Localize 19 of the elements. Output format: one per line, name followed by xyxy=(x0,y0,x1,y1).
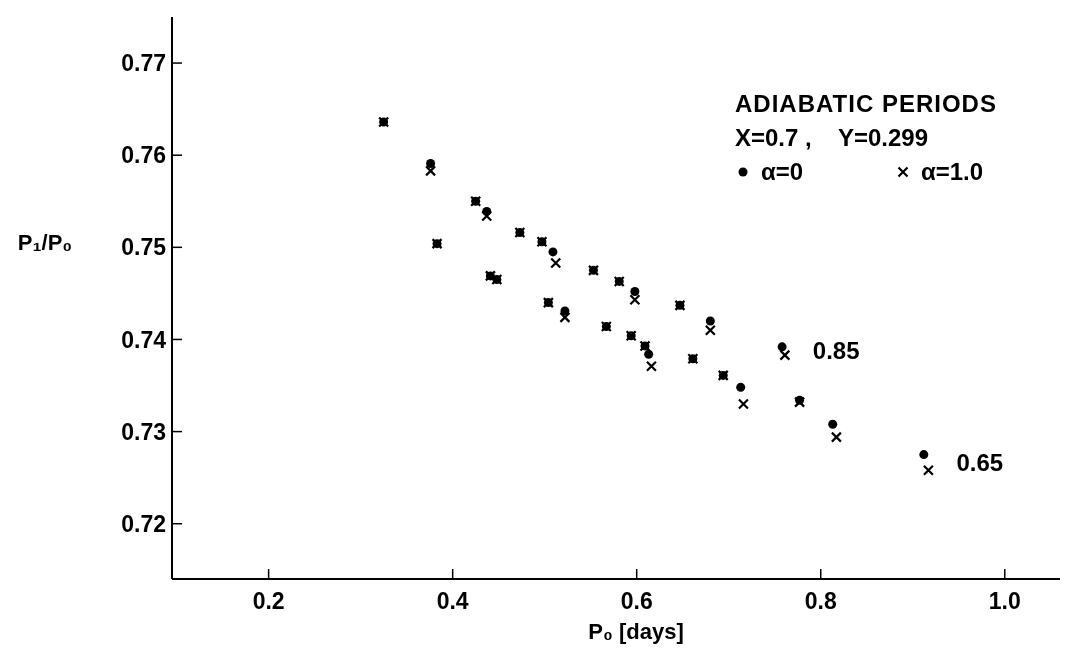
y-tick-label: 0.72 xyxy=(121,510,166,537)
x-tick-label: 0.2 xyxy=(252,588,285,614)
y-tick-label: 0.74 xyxy=(121,326,167,353)
x-axis-title: P₀ [days] xyxy=(588,619,684,644)
x-tick-label: 0.4 xyxy=(436,588,469,614)
legend-label: α=1.0 xyxy=(921,158,984,185)
y-tick-label: 0.75 xyxy=(121,234,167,261)
x-tick-label: 0.8 xyxy=(804,588,837,614)
text: X=0.7 , Y=0.299 xyxy=(735,124,929,151)
text: ADIABATIC PERIODS xyxy=(735,90,997,117)
legend-label: α=0 xyxy=(761,158,804,185)
annotation: 0.65 xyxy=(956,449,1004,477)
y-axis-title: P₁/P₀ xyxy=(17,230,73,255)
y-tick-label: 0.73 xyxy=(121,418,166,445)
y-tick-label: 0.77 xyxy=(121,50,166,77)
y-tick-label: 0.76 xyxy=(121,142,166,169)
annotation: 0.85 xyxy=(812,336,860,364)
x-tick-label: 0.6 xyxy=(620,588,653,614)
x-tick-label: 1.0 xyxy=(988,588,1021,614)
